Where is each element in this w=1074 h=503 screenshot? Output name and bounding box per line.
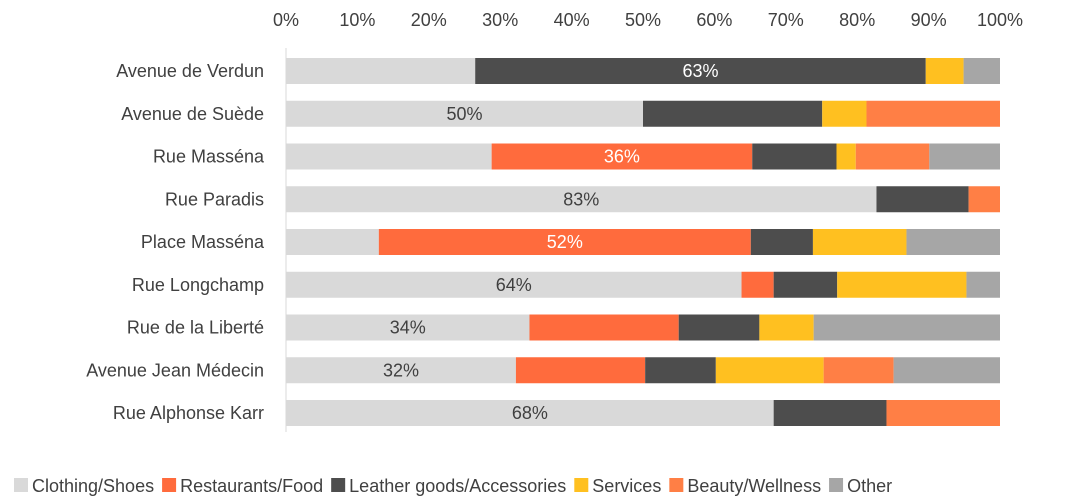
bar-segment-leather-goods-accessories <box>643 100 823 127</box>
bar-segment-leather-goods-accessories <box>773 271 838 298</box>
category-label: Avenue de Verdun <box>116 61 264 81</box>
bar-segment-beauty-wellness <box>855 143 930 170</box>
x-tick-label: 80% <box>839 10 875 30</box>
bar-segment-services <box>715 357 824 384</box>
data-label: 83% <box>563 189 599 209</box>
legend-swatch-restaurants-food <box>162 478 177 492</box>
data-label: 63% <box>682 61 718 81</box>
x-tick-label: 60% <box>696 10 732 30</box>
legend-swatch-clothing-shoes <box>14 478 28 492</box>
bar-segment-services <box>837 271 967 298</box>
x-tick-label: 70% <box>768 10 804 30</box>
bar-segment-clothing-shoes <box>286 271 742 298</box>
legend-label: Services <box>592 476 661 496</box>
legend-label: Other <box>847 476 892 496</box>
x-tick-label: 100% <box>977 10 1023 30</box>
bar-segment-leather-goods-accessories <box>752 143 837 170</box>
category-labels: Avenue de Verdun Avenue de Suède Rue Massé… <box>86 61 265 423</box>
x-tick-label: 30% <box>482 10 518 30</box>
x-tick-label: 10% <box>339 10 375 30</box>
bar-segment-restaurants-food <box>491 143 753 170</box>
bar-segment-leather-goods-accessories <box>475 58 926 84</box>
x-tick-label: 90% <box>911 10 947 30</box>
category-label: Place Masséna <box>141 232 265 252</box>
legend-swatch-beauty-wellness <box>669 478 684 492</box>
data-label: 34% <box>390 318 426 338</box>
bar-segment-restaurants-food <box>515 357 646 384</box>
bar-segment-clothing-shoes <box>286 314 530 341</box>
category-label: Rue de la Liberté <box>127 318 264 338</box>
bar-segment-beauty-wellness <box>886 400 1000 426</box>
bar-segment-clothing-shoes <box>286 143 492 170</box>
bar-segment-clothing-shoes <box>286 357 516 384</box>
bar-segment-other <box>813 314 1000 341</box>
data-label: 36% <box>604 147 640 167</box>
bar-segment-services <box>812 229 907 255</box>
legend: Clothing/Shoes Restaurants/Food Leather go… <box>14 476 892 496</box>
bar-segment-other <box>906 229 1000 255</box>
category-label: Rue Alphonse Karr <box>113 403 264 423</box>
bar-segment-beauty-wellness <box>866 100 1000 127</box>
bar-segment-leather-goods-accessories <box>678 314 760 341</box>
bar-segment-restaurants-food <box>529 314 679 341</box>
data-label: 52% <box>547 232 583 252</box>
category-label: Rue Longchamp <box>132 275 264 295</box>
legend-label: Restaurants/Food <box>180 476 323 496</box>
bar-segment-other <box>963 58 1000 84</box>
bar-segment-other <box>893 357 1000 384</box>
bar-segment-clothing-shoes <box>286 186 877 213</box>
category-label: Rue Masséna <box>153 147 265 167</box>
bar-segment-services <box>836 143 856 170</box>
data-label: 32% <box>383 360 419 380</box>
legend-label: Clothing/Shoes <box>32 476 154 496</box>
legend-swatch-services <box>574 478 589 492</box>
bar-segment-leather-goods-accessories <box>645 357 716 384</box>
bar-segment-services <box>759 314 814 341</box>
x-tick-label: 20% <box>411 10 447 30</box>
bar-segment-leather-goods-accessories <box>773 400 887 426</box>
bar-segment-restaurants-food <box>378 229 751 255</box>
legend-label: Beauty/Wellness <box>687 476 821 496</box>
bar-segment-leather-goods-accessories <box>876 186 969 213</box>
x-axis-ticks: 0% 10% 20% 30% 40% 50% 60% 70% 80% 90% 100% <box>273 10 1023 30</box>
legend-swatch-other <box>829 478 844 492</box>
data-label: 50% <box>446 104 482 124</box>
legend-label: Leather goods/Accessories <box>349 476 566 496</box>
bar-segment-other <box>929 143 1000 170</box>
bar-segment-services <box>925 58 964 84</box>
x-tick-label: 40% <box>554 10 590 30</box>
bar-segment-beauty-wellness <box>968 186 1000 213</box>
bar-segment-services <box>822 100 867 127</box>
bar-segment-clothing-shoes <box>286 400 774 426</box>
data-label: 64% <box>496 275 532 295</box>
legend-swatch-leather-goods-accessories <box>331 478 346 492</box>
x-tick-label: 50% <box>625 10 661 30</box>
bar-segment-other <box>966 271 1000 298</box>
bar-segment-restaurants-food <box>741 271 774 298</box>
category-label: Avenue Jean Médecin <box>86 360 264 380</box>
bar-segment-clothing-shoes <box>286 100 643 127</box>
bar-segment-beauty-wellness <box>823 357 894 384</box>
category-label: Avenue de Suède <box>121 104 264 124</box>
data-labels: 63% 50% 36% 83% 52% 64% 34% 32% 68% <box>383 61 719 423</box>
bar-segment-clothing-shoes <box>286 229 379 255</box>
bar-segment-leather-goods-accessories <box>750 229 813 255</box>
x-tick-label: 0% <box>273 10 299 30</box>
category-label: Rue Paradis <box>165 189 264 209</box>
bar-segments <box>286 58 1000 426</box>
bar-segment-clothing-shoes <box>286 58 476 84</box>
data-label: 68% <box>512 403 548 423</box>
